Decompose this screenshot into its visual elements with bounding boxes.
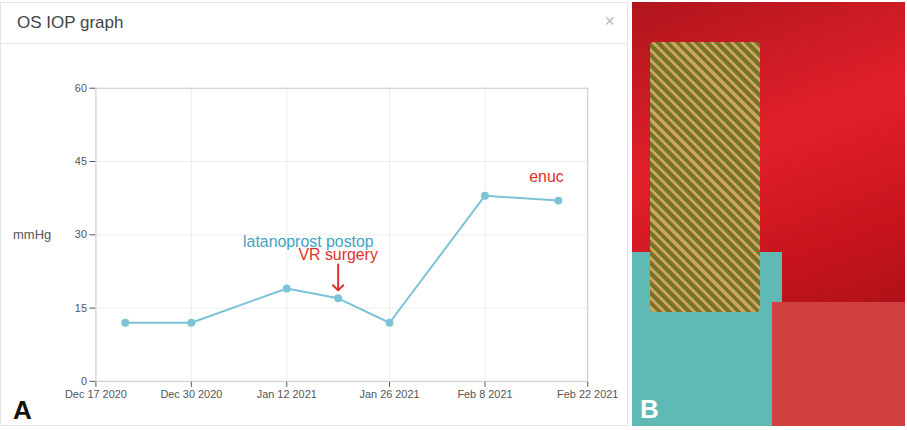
html-text:A: A bbox=[13, 395, 32, 425]
svg-text:Feb 8 2021: Feb 8 2021 bbox=[457, 388, 512, 400]
html-text:B: B bbox=[640, 394, 659, 424]
svg-text:15: 15 bbox=[75, 302, 87, 314]
svg-text:latanoprost postop: latanoprost postop bbox=[243, 232, 374, 250]
svg-text:Jan 26 2021: Jan 26 2021 bbox=[360, 388, 420, 400]
svg-text:30: 30 bbox=[75, 228, 87, 240]
html-text:mmHg: mmHg bbox=[13, 227, 52, 242]
svg-text:enuc: enuc bbox=[529, 168, 563, 185]
svg-text:0: 0 bbox=[81, 375, 87, 387]
svg-text:60: 60 bbox=[75, 82, 87, 94]
svg-text:45: 45 bbox=[75, 155, 87, 167]
svg-text:Jan 12 2021: Jan 12 2021 bbox=[257, 388, 317, 400]
svg-text:VR surgery: VR surgery bbox=[298, 246, 377, 263]
svg-text:Feb 22 2021: Feb 22 2021 bbox=[557, 388, 618, 400]
svg-text:Dec 30 2020: Dec 30 2020 bbox=[160, 388, 222, 400]
svg-text:Dec 17 2020: Dec 17 2020 bbox=[65, 388, 127, 400]
html-text:OS IOP graph: OS IOP graph bbox=[17, 13, 124, 32]
